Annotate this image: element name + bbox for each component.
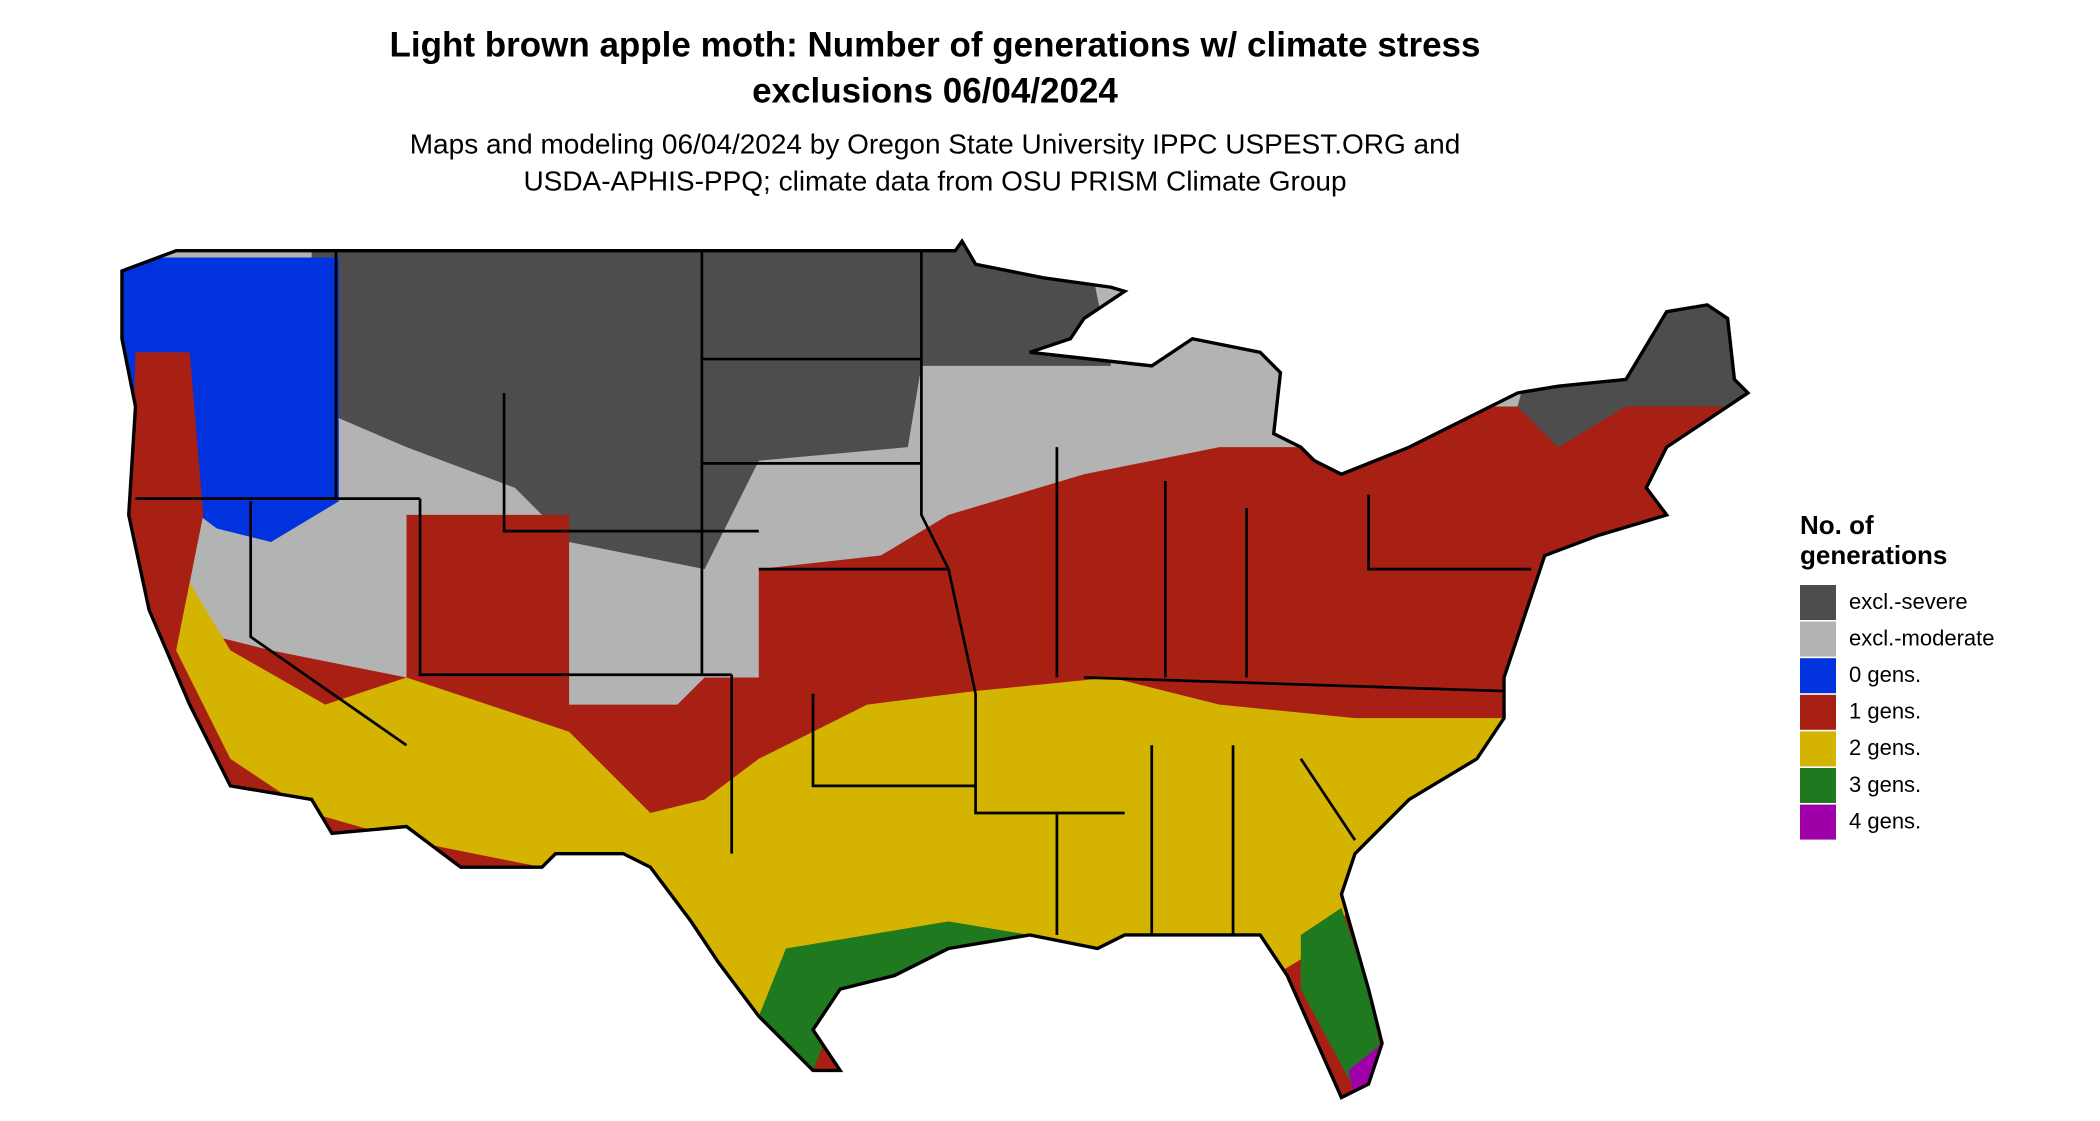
region [311, 241, 1112, 570]
title: Light brown apple moth: Number of genera… [390, 25, 1481, 64]
subtitle: Maps and modeling 06/04/2024 by Oregon S… [410, 128, 1461, 159]
us-outline [120, 238, 1751, 1100]
region [176, 582, 1505, 1030]
map [120, 238, 1751, 1100]
legend-swatch [1800, 731, 1836, 767]
legend: excl.-severe excl.-moderate 0 gens. 1 gens.… [1800, 585, 1995, 840]
legend-label: 2 gens. [1849, 735, 1921, 760]
legend-label: 3 gens. [1849, 772, 1921, 797]
legend-swatch [1800, 585, 1836, 620]
legend-label: 0 gens. [1849, 662, 1921, 687]
legend-label: excl.-severe [1849, 589, 1968, 614]
legend-swatch [1800, 804, 1836, 840]
legend-title: generations [1800, 540, 1947, 570]
legend-label: 1 gens. [1849, 699, 1921, 724]
title: exclusions 06/04/2024 [752, 71, 1118, 110]
legend-swatch [1800, 621, 1836, 657]
state-borders [135, 250, 1532, 935]
region [1300, 907, 1383, 1091]
legend-swatch [1800, 694, 1836, 730]
subtitle: USDA-APHIS-PPQ; climate data from OSU PR… [523, 165, 1346, 196]
legend-label: 4 gens. [1849, 808, 1921, 833]
legend-label: excl.-moderate [1849, 625, 1995, 650]
legend-swatch [1800, 768, 1836, 803]
legend-title: No. of [1800, 510, 1874, 540]
legend-swatch [1800, 658, 1836, 694]
